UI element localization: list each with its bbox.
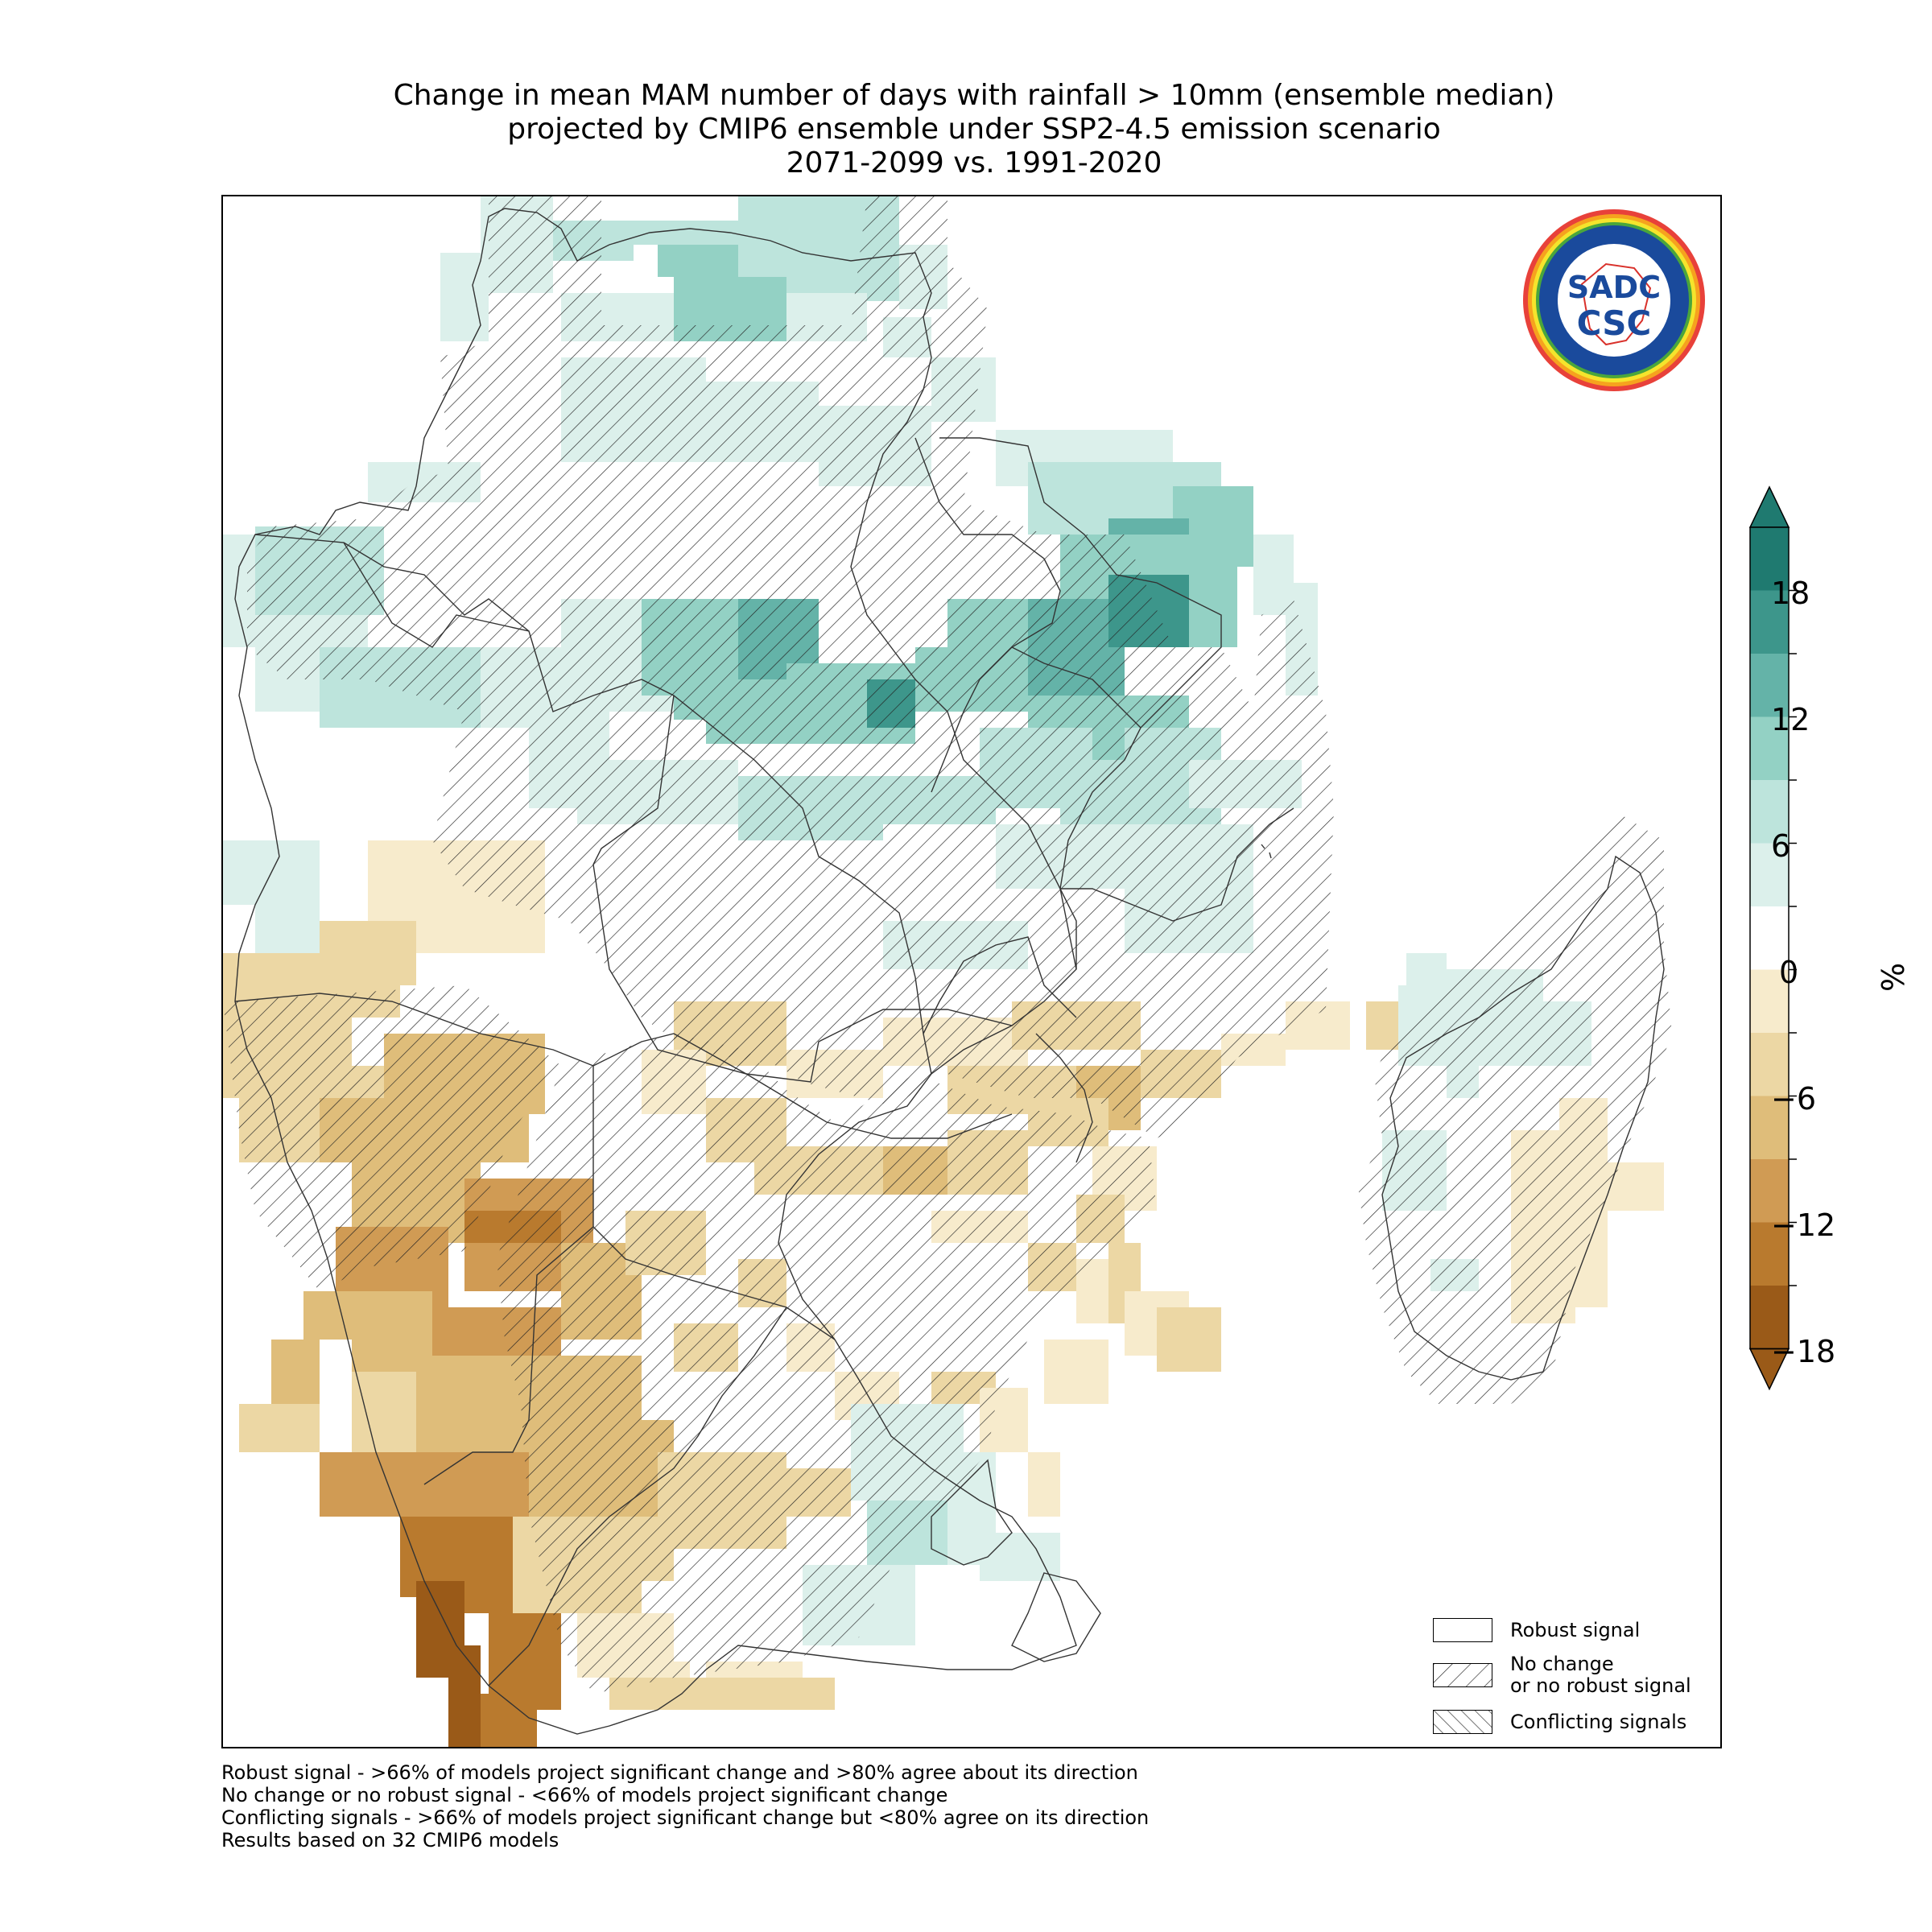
map-canvas (223, 196, 1672, 1747)
colorbar-tick-label: −6 (1771, 1081, 1817, 1117)
footnotes: Robust signal - >66% of models project s… (221, 1761, 1149, 1852)
colorbar-segment (1750, 780, 1789, 844)
legend-label-conflicting: Conflicting signals (1510, 1710, 1687, 1733)
colorbar-segment (1750, 1159, 1789, 1223)
footnote-line: Conflicting signals - >66% of models pro… (221, 1806, 1150, 1829)
legend-label-no-change-line1: No change (1510, 1653, 1614, 1675)
colorbar-segment (1750, 1222, 1789, 1286)
legend-item-robust: Robust signal (1433, 1614, 1640, 1646)
grid-cell (481, 1694, 537, 1747)
legend-swatch-no-change (1433, 1663, 1492, 1687)
colorbar-tick-label: −12 (1771, 1208, 1836, 1243)
colorbar-tick-label: 12 (1771, 702, 1810, 737)
colorbar-segment (1750, 527, 1789, 591)
logo-sub-text: CSC (1577, 303, 1652, 343)
grid-cell (448, 1645, 481, 1747)
country-borders (234, 208, 1665, 1735)
sadc-csc-logo: SADC CSC (1523, 209, 1705, 391)
grid-cell (432, 1452, 529, 1517)
grid-cell (440, 293, 489, 341)
colorbar-tick-label: 0 (1779, 955, 1799, 990)
grid-cell (1028, 1452, 1060, 1517)
legend-label-robust: Robust signal (1510, 1618, 1641, 1641)
colorbar-segment (1750, 969, 1789, 1033)
colorbar-segment (1750, 590, 1789, 654)
colorbar-segment (1750, 843, 1789, 906)
legend-item-conflicting: Conflicting signals (1433, 1706, 1686, 1738)
legend-swatch-robust (1433, 1618, 1492, 1642)
colorbar-segment (1750, 716, 1789, 780)
legend-swatch-conflicting (1433, 1710, 1492, 1734)
colorbar (1748, 485, 1797, 1391)
colorbar-segment (1750, 1033, 1789, 1096)
grid-cell (609, 1678, 835, 1710)
no-robust-signal-hatching (223, 196, 1672, 1694)
footnote-line: No change or no robust signal - <66% of … (221, 1784, 948, 1806)
signal-legend: Robust signal No change or no robust sig… (1433, 1614, 1723, 1743)
colorbar-frame (1749, 526, 1790, 1350)
legend-item-no-change: No change or no robust signal (1433, 1651, 1691, 1699)
grid-cell (658, 245, 738, 277)
grid-cell (368, 840, 416, 921)
footnote-line: Results based on 32 CMIP6 models (221, 1829, 559, 1852)
colorbar-segments (1748, 485, 1797, 1391)
grid-cell (980, 1533, 1060, 1581)
colorbar-segment (1750, 1096, 1789, 1159)
logo-main-text: SADC (1567, 270, 1661, 305)
legend-label-no-change: No change or no robust signal (1510, 1653, 1691, 1697)
footnote-line: Robust signal - >66% of models project s… (221, 1761, 1138, 1784)
grid-cell (320, 1452, 432, 1517)
grid-cell (1044, 1340, 1108, 1404)
colorbar-segment (1750, 1286, 1789, 1349)
colorbar-segment (1750, 654, 1789, 717)
colorbar-tick-label: 6 (1771, 828, 1791, 864)
map-title-line-1: Change in mean MAM number of days with r… (393, 79, 1555, 112)
grid-cell (239, 1404, 320, 1452)
colorbar-tick-label: −18 (1771, 1334, 1836, 1369)
grid-cell (1157, 1307, 1221, 1372)
grid-cell (320, 921, 416, 985)
map-panel (221, 195, 1722, 1748)
grid-cell (271, 1340, 320, 1404)
colorbar-unit-label: % (1876, 962, 1911, 992)
colorbar-tick-label: 18 (1771, 576, 1810, 611)
colorbar-segment (1750, 906, 1789, 970)
map-title-line-2: projected by CMIP6 ensemble under SSP2-4… (507, 113, 1441, 146)
grid-cell (464, 1517, 513, 1613)
map-title-line-3: 2071-2099 vs. 1991-2020 (786, 147, 1162, 180)
colorbar-max-arrow (1748, 485, 1790, 528)
legend-label-no-change-line2: or no robust signal (1510, 1674, 1691, 1697)
